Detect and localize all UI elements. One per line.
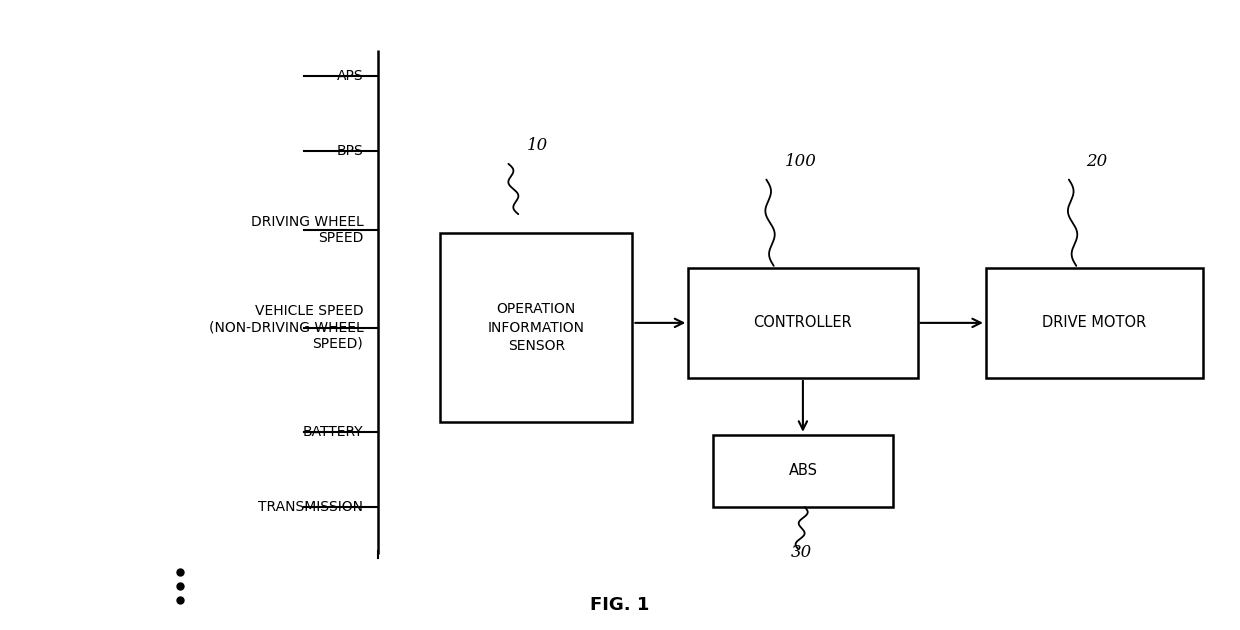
Text: TRANSMISSION: TRANSMISSION	[258, 500, 363, 514]
Bar	[986, 268, 1203, 378]
Bar	[713, 435, 893, 507]
Text: APS: APS	[337, 69, 363, 83]
Text: BATTERY: BATTERY	[303, 425, 363, 438]
Text: 20: 20	[1086, 153, 1107, 170]
Bar	[440, 233, 632, 422]
Text: 10: 10	[527, 137, 548, 154]
Text: ABS: ABS	[789, 464, 817, 478]
Text: DRIVING WHEEL
SPEED: DRIVING WHEEL SPEED	[250, 215, 363, 245]
Text: 100: 100	[785, 153, 817, 170]
Text: DRIVE MOTOR: DRIVE MOTOR	[1042, 316, 1147, 330]
Bar	[688, 268, 918, 378]
Text: BPS: BPS	[336, 144, 363, 158]
Text: 30: 30	[791, 544, 812, 561]
Text: CONTROLLER: CONTROLLER	[754, 316, 852, 330]
Text: VEHICLE SPEED
(NON-DRIVING WHEEL
SPEED): VEHICLE SPEED (NON-DRIVING WHEEL SPEED)	[208, 304, 363, 351]
Text: OPERATION
INFORMATION
SENSOR: OPERATION INFORMATION SENSOR	[487, 302, 585, 353]
Text: FIG. 1: FIG. 1	[590, 596, 650, 614]
